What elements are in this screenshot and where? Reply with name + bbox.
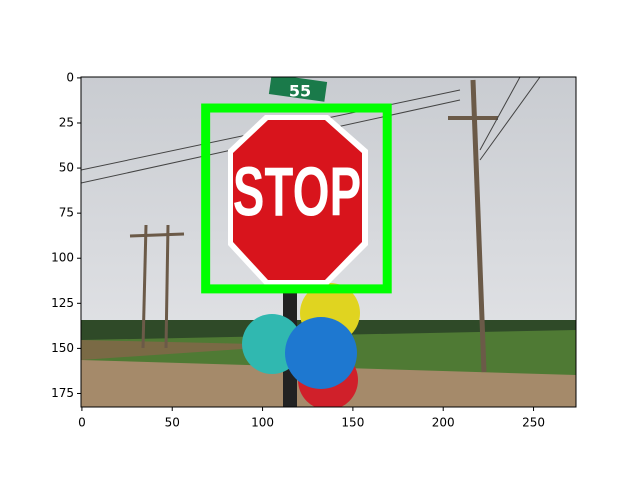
x-tick-label: 100 (251, 416, 274, 430)
x-tick-label: 200 (432, 416, 455, 430)
y-tick-label: 50 (59, 161, 74, 175)
street-sign-text: 55 (289, 82, 311, 101)
y-tick-label: 125 (51, 296, 74, 310)
bounding-box (201, 103, 392, 294)
x-tick-label: 150 (341, 416, 364, 430)
y-tick-label: 100 (51, 251, 74, 265)
y-tick-label: 75 (59, 206, 74, 220)
photo: 55 STOP (81, 77, 576, 407)
axes-frame (80, 76, 577, 408)
y-tick-label: 0 (66, 70, 74, 84)
x-tick-label: 0 (78, 416, 86, 430)
y-tick-label: 175 (51, 386, 74, 400)
stop-text: STOP (233, 152, 362, 230)
x-tick-label: 50 (165, 416, 180, 430)
y-tick-label: 25 (59, 115, 74, 129)
x-tick-label: 250 (522, 416, 545, 430)
y-tick-label: 150 (51, 341, 74, 355)
